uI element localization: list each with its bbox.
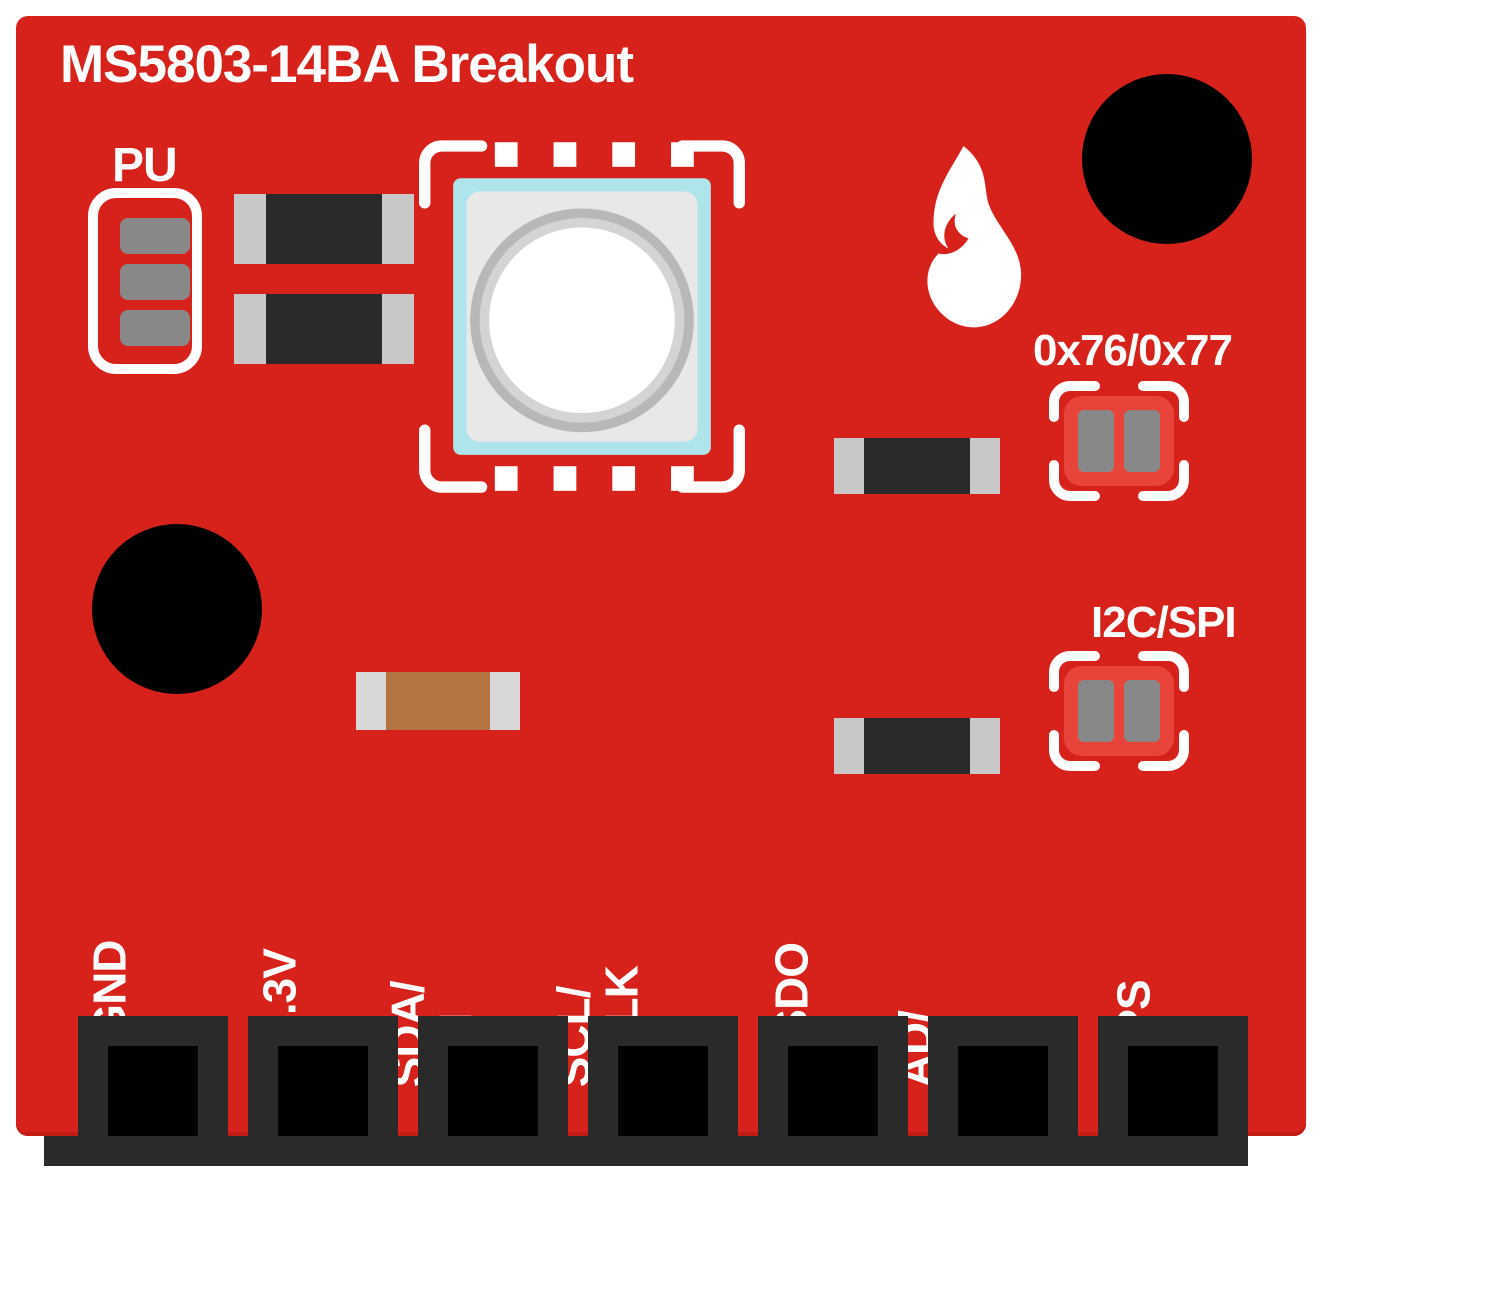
- jumper-pad: [1078, 410, 1114, 472]
- smd-resistor: [234, 194, 414, 264]
- address-label: 0x76/0x77: [1033, 326, 1232, 376]
- jumper-pad: [1078, 680, 1114, 742]
- pullup-jumper: [88, 188, 202, 374]
- board-title: MS5803-14BA Breakout: [60, 34, 633, 95]
- header-pin: [588, 1016, 738, 1166]
- pu-label: PU: [112, 138, 177, 193]
- mounting-hole: [1082, 74, 1252, 244]
- jumper-pad: [120, 218, 190, 254]
- mounting-hole: [92, 524, 262, 694]
- i2c-spi-jumper: [1054, 656, 1184, 766]
- jumper-pad: [120, 264, 190, 300]
- header-pin: [78, 1016, 228, 1166]
- smd-resistor: [834, 438, 1000, 494]
- header-pin: [758, 1016, 908, 1166]
- header-pin: [928, 1016, 1078, 1166]
- i2c-spi-label: I2C/SPI: [1091, 598, 1236, 648]
- smd-resistor: [834, 718, 1000, 774]
- sparkfun-flame-icon: [896, 136, 1026, 336]
- smd-resistor: [234, 294, 414, 364]
- pressure-sensor-ic: [416, 146, 748, 506]
- smd-capacitor: [356, 672, 520, 730]
- address-jumper: [1054, 386, 1184, 496]
- header-pin: [248, 1016, 398, 1166]
- header-pin: [1098, 1016, 1248, 1166]
- header-pin: [418, 1016, 568, 1166]
- jumper-pad: [1124, 680, 1160, 742]
- jumper-pad: [1124, 410, 1160, 472]
- jumper-pad: [120, 310, 190, 346]
